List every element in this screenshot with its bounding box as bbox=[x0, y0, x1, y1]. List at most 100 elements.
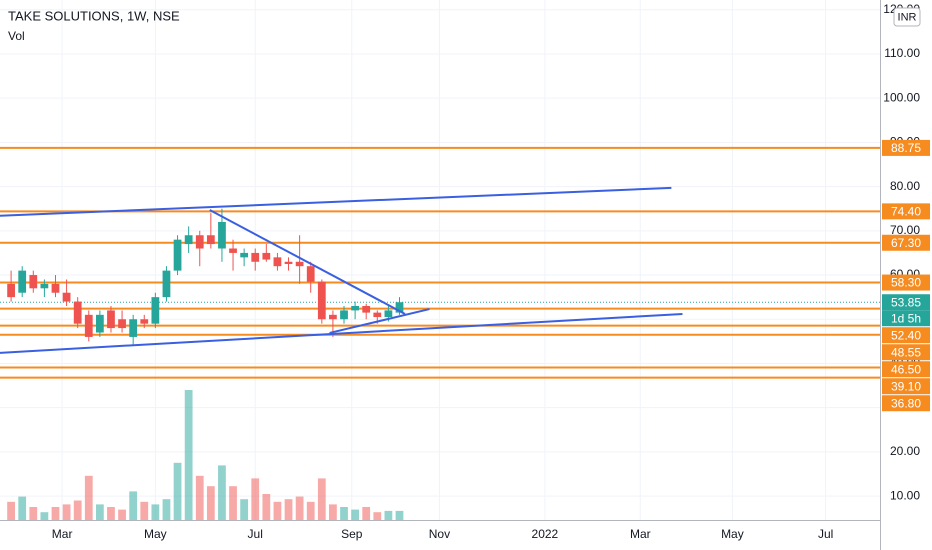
volume-bar bbox=[107, 507, 115, 520]
volume-bar bbox=[162, 499, 171, 520]
level-tag bbox=[882, 203, 930, 220]
candle-body bbox=[40, 283, 49, 289]
x-tick-label: May bbox=[721, 527, 744, 541]
candle-body bbox=[218, 221, 226, 249]
volume-bar bbox=[95, 504, 104, 520]
x-tick-label: Jul bbox=[818, 527, 833, 541]
level-tag bbox=[882, 327, 930, 344]
candle-body bbox=[329, 314, 337, 320]
candle-body bbox=[351, 305, 359, 311]
level-label: 48.55 bbox=[891, 345, 921, 359]
level-tag bbox=[882, 234, 930, 251]
candle-body bbox=[73, 301, 82, 324]
candle-body bbox=[306, 266, 315, 282]
candle-body bbox=[295, 261, 304, 267]
candle-body bbox=[184, 235, 193, 245]
candle-body bbox=[384, 310, 393, 318]
chart-title: TAKE SOLUTIONS, 1W, NSE bbox=[8, 8, 180, 23]
volume-bar bbox=[18, 496, 27, 520]
candle-body bbox=[273, 257, 282, 267]
candle-body bbox=[29, 275, 38, 289]
candle-body bbox=[395, 302, 404, 313]
currency-box[interactable] bbox=[893, 7, 921, 27]
level-label: 67.30 bbox=[891, 236, 921, 250]
volume-bar bbox=[351, 509, 359, 520]
candle-body bbox=[107, 310, 115, 329]
x-tick-label: Mar bbox=[52, 527, 73, 541]
x-tick-label: 2022 bbox=[532, 527, 559, 541]
volume-bar bbox=[395, 510, 404, 520]
volume-bar bbox=[273, 501, 282, 520]
candle-body bbox=[62, 292, 71, 302]
x-tick-label: Jul bbox=[248, 527, 263, 541]
y-tick-label: 20.00 bbox=[890, 444, 920, 458]
volume-bar bbox=[62, 504, 71, 520]
y-tick-label: 80.00 bbox=[890, 179, 920, 193]
level-label: 58.30 bbox=[891, 276, 921, 290]
volume-bar bbox=[129, 491, 138, 520]
level-tag bbox=[882, 139, 930, 156]
candle-body bbox=[140, 319, 149, 324]
candle-body bbox=[362, 305, 371, 313]
volume-bar bbox=[306, 501, 315, 520]
candle-body bbox=[95, 314, 104, 333]
volume-bar bbox=[295, 496, 304, 520]
volume-bar bbox=[251, 478, 260, 520]
candle-body bbox=[151, 297, 160, 324]
volume-bar bbox=[184, 390, 193, 520]
volume-bar bbox=[73, 500, 82, 520]
countdown-tag bbox=[882, 310, 930, 327]
candle-body bbox=[240, 252, 249, 258]
level-label: 88.75 bbox=[891, 141, 921, 155]
candle-body bbox=[262, 252, 271, 260]
volume-title: Vol bbox=[8, 29, 25, 43]
volume-bar bbox=[329, 504, 337, 520]
y-tick-label: 70.00 bbox=[890, 223, 920, 237]
candle-body bbox=[206, 235, 215, 245]
currency[interactable]: INR bbox=[898, 11, 917, 23]
candle-body bbox=[340, 310, 348, 320]
volume-bar bbox=[262, 494, 271, 520]
level-tag bbox=[882, 344, 930, 361]
level-label: 74.40 bbox=[891, 205, 921, 219]
candle-body bbox=[118, 319, 126, 329]
candle-body bbox=[129, 319, 138, 337]
volume-bar bbox=[284, 499, 293, 520]
volume-bar bbox=[118, 509, 126, 520]
x-tick-label: Mar bbox=[630, 527, 651, 541]
volume-bar bbox=[218, 465, 226, 520]
candle-body bbox=[84, 314, 93, 337]
volume-bar bbox=[51, 507, 60, 520]
trend-line bbox=[0, 312, 683, 354]
candle-body bbox=[18, 270, 27, 293]
level-tag bbox=[882, 274, 930, 291]
level-tag bbox=[882, 361, 930, 378]
candle-body bbox=[317, 281, 326, 320]
volume-bar bbox=[373, 512, 382, 520]
candle-body bbox=[162, 270, 171, 298]
candle-body bbox=[51, 283, 60, 293]
level-label: 39.10 bbox=[891, 379, 921, 393]
candle-body bbox=[195, 235, 204, 249]
y-tick-label: 110.00 bbox=[884, 46, 920, 60]
y-tick-label: 10.00 bbox=[890, 488, 920, 502]
volume-bar bbox=[173, 462, 182, 520]
countdown: 1d 5h bbox=[891, 311, 921, 325]
volume-bar bbox=[229, 486, 237, 520]
x-tick-label: Nov bbox=[429, 527, 450, 541]
volume-bar bbox=[84, 475, 93, 520]
volume-bar bbox=[140, 501, 149, 520]
volume-bar bbox=[206, 486, 215, 520]
volume-bar bbox=[340, 507, 348, 520]
level-label: 52.40 bbox=[891, 328, 921, 342]
last-price-tag bbox=[882, 294, 930, 311]
volume-bar bbox=[317, 478, 326, 520]
y-tick-label: 100.00 bbox=[883, 90, 920, 104]
level-tag bbox=[882, 395, 930, 412]
volume-bar bbox=[7, 501, 15, 520]
volume-bar bbox=[151, 504, 160, 520]
volume-bar bbox=[240, 499, 249, 520]
x-tick-label: Sep bbox=[341, 527, 363, 541]
trend-line bbox=[209, 209, 406, 315]
